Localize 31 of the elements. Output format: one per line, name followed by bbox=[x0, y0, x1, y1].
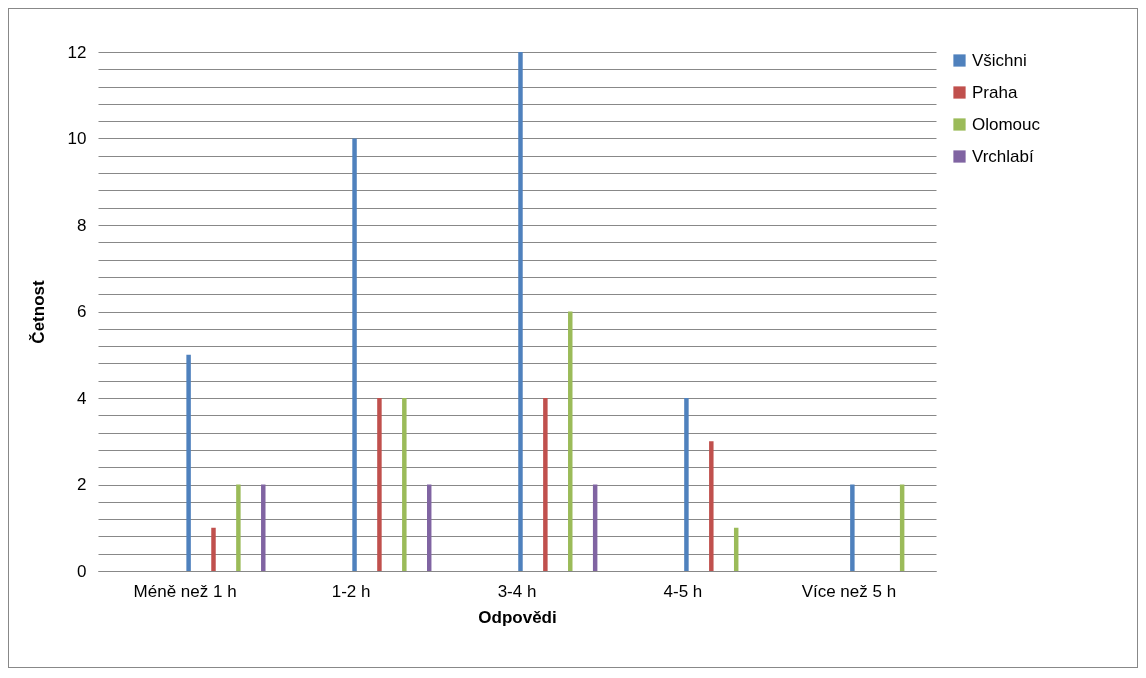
bar bbox=[352, 138, 357, 571]
y-tick-label: 10 bbox=[67, 129, 87, 148]
legend-label: Praha bbox=[972, 82, 1018, 102]
y-tick-label: 12 bbox=[67, 42, 87, 62]
bar bbox=[684, 398, 689, 571]
y-tick-label: 0 bbox=[77, 561, 87, 581]
bar bbox=[261, 484, 266, 571]
legend-label: Všichni bbox=[972, 50, 1027, 70]
y-tick-label: 6 bbox=[77, 302, 87, 321]
y-tick-label: 4 bbox=[77, 388, 87, 408]
y-axis-title: Četnost bbox=[28, 280, 48, 344]
bar bbox=[211, 527, 216, 571]
x-axis-title: Odpovědi bbox=[478, 607, 557, 627]
legend-label: Olomouc bbox=[972, 114, 1041, 134]
bar bbox=[377, 398, 382, 571]
legend-label: Vrchlabí bbox=[972, 146, 1035, 166]
x-tick-label: Méně než 1 h bbox=[133, 581, 237, 601]
x-tick-label: 4-5 h bbox=[663, 581, 703, 601]
bar bbox=[543, 398, 548, 571]
bar bbox=[236, 484, 241, 571]
bar bbox=[186, 354, 191, 571]
x-tick-label: Více než 5 h bbox=[801, 581, 897, 601]
x-tick-label: 3-4 h bbox=[497, 581, 537, 601]
bar bbox=[709, 441, 714, 571]
x-tick-label: 1-2 h bbox=[331, 581, 371, 601]
bar bbox=[518, 52, 523, 571]
bar bbox=[568, 311, 573, 571]
y-tick-label: 2 bbox=[77, 475, 87, 494]
bar bbox=[402, 398, 407, 571]
bar bbox=[850, 484, 855, 571]
y-tick-label: 8 bbox=[77, 215, 87, 235]
